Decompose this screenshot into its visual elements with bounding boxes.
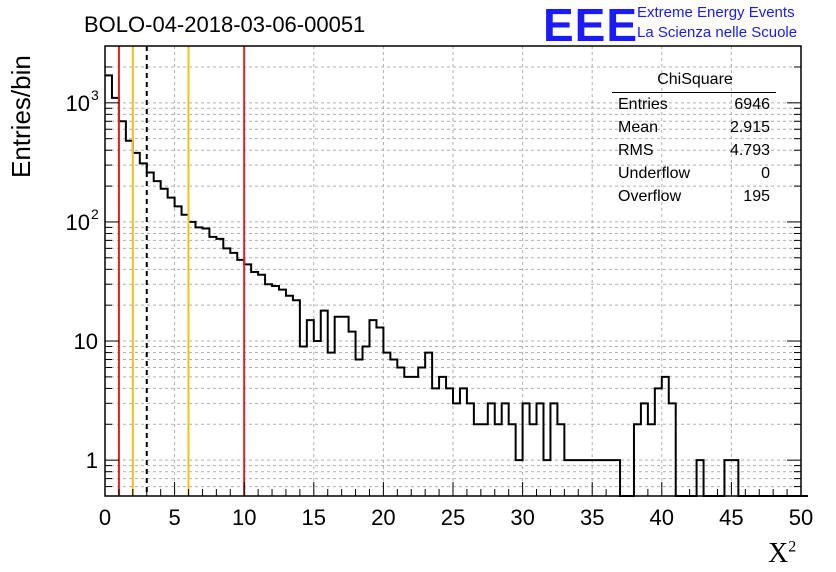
stats-value: 6946 [734,96,770,113]
y-tick-label: 10 [74,329,98,354]
x-tick-label: 25 [441,505,465,530]
histogram-series [105,74,808,497]
x-tick-label: 45 [719,505,743,530]
stats-value: 0 [761,165,770,182]
x-tick-label: 20 [371,505,395,530]
y-axis-label: Entries/bin [6,55,36,178]
x-tick-label: 15 [302,505,326,530]
y-tick-label: 1 [86,448,98,473]
stats-label: RMS [618,142,654,159]
stats-box: ChiSquare Entries 6946 Mean 2.915 RMS 4.… [612,70,778,208]
stats-divider [612,92,776,93]
stats-label: Entries [618,96,668,113]
y-tick-label-exponent: 2 [91,206,99,222]
stats-row-underflow: Underflow 0 [612,162,778,185]
stats-value: 195 [743,188,770,205]
stats-label: Underflow [618,165,691,182]
x-tick-label: 0 [99,505,111,530]
x-tick-label: 30 [510,505,534,530]
x-axis-label-sup: 2 [788,538,797,556]
stats-label: Mean [618,119,659,136]
y-tick-label: 10 [66,91,90,116]
x-axis-label-base: X [768,538,789,569]
logo-line-2: La Scienza nelle Scuole [637,24,798,41]
x-tick-label: 10 [232,505,256,530]
stats-title: ChiSquare [657,71,733,88]
y-tick-label: 10 [66,210,90,235]
stats-row-rms: RMS 4.793 [612,139,778,162]
stats-label: Overflow [618,188,682,205]
y-tick-label-exponent: 3 [91,87,99,103]
stats-row-mean: Mean 2.915 [612,116,778,139]
stats-row-overflow: Overflow 195 [612,185,778,208]
x-tick-label: 35 [580,505,604,530]
run-title: BOLO-04-2018-03-06-00051 [84,12,366,37]
eee-logo: EEE [543,0,639,51]
stats-row-entries: Entries 6946 [612,93,778,116]
logo-line-1: Extreme Energy Events [637,4,795,21]
x-tick-label: 50 [789,505,813,530]
stats-value: 2.915 [729,119,770,136]
stats-value: 4.793 [729,142,770,159]
x-tick-label: 5 [168,505,180,530]
x-tick-label: 40 [650,505,674,530]
x-axis-label: X2 [768,538,796,570]
